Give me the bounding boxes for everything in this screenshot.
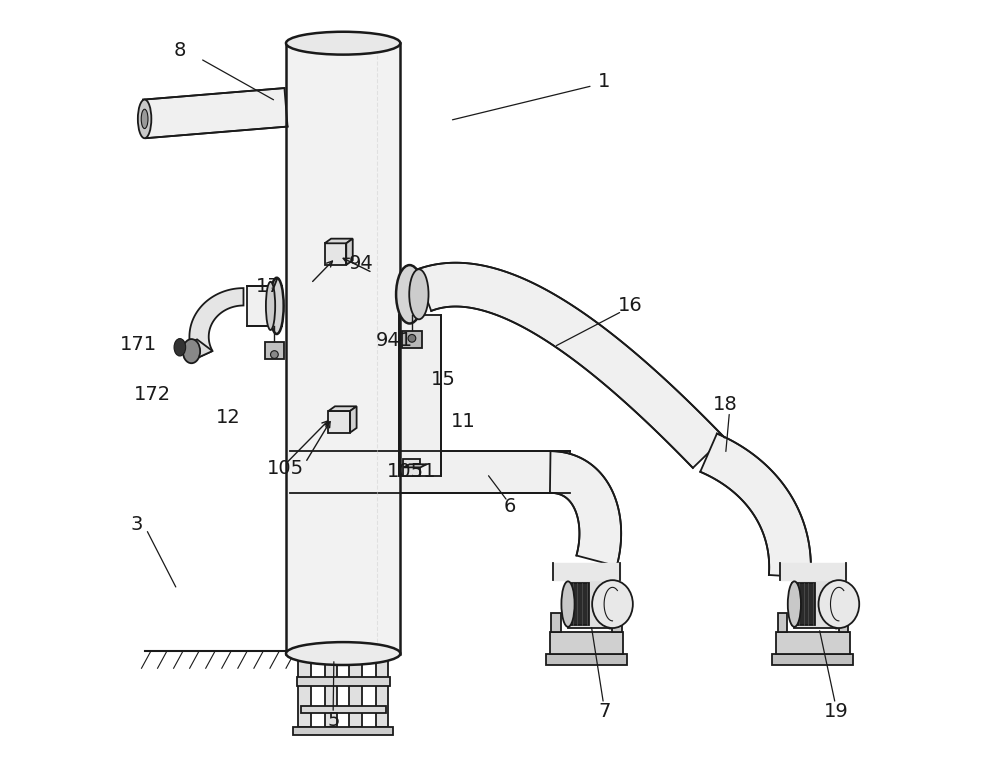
Bar	[778, 612, 787, 632]
Bar	[776, 632, 850, 653]
Text: 8: 8	[173, 42, 186, 60]
Text: 3: 3	[131, 515, 143, 534]
Text: 6: 6	[504, 497, 516, 516]
Ellipse shape	[286, 642, 400, 665]
Polygon shape	[346, 238, 353, 265]
Ellipse shape	[266, 282, 275, 330]
Bar	[403, 459, 420, 476]
Bar	[794, 580, 838, 628]
Text: 19: 19	[824, 702, 848, 721]
Text: 171: 171	[120, 335, 157, 354]
Ellipse shape	[603, 580, 617, 628]
Text: 1: 1	[598, 72, 610, 91]
Ellipse shape	[174, 338, 186, 356]
Text: 94: 94	[349, 254, 373, 273]
Bar	[286, 43, 400, 653]
Bar	[402, 330, 422, 348]
Bar	[297, 677, 390, 687]
Ellipse shape	[788, 581, 801, 627]
Bar	[546, 653, 627, 665]
Text: 16: 16	[617, 296, 642, 315]
Ellipse shape	[409, 269, 429, 320]
Bar	[566, 583, 589, 625]
Polygon shape	[247, 286, 282, 326]
Polygon shape	[403, 464, 427, 467]
Bar	[568, 580, 611, 628]
Polygon shape	[290, 451, 570, 493]
Ellipse shape	[396, 265, 423, 324]
Ellipse shape	[271, 351, 278, 358]
Ellipse shape	[270, 278, 284, 334]
Ellipse shape	[286, 32, 400, 55]
Ellipse shape	[141, 109, 148, 128]
Polygon shape	[180, 339, 213, 359]
Text: 172: 172	[134, 385, 171, 404]
Bar	[325, 243, 346, 265]
Text: 15: 15	[431, 370, 456, 389]
Bar	[376, 657, 388, 727]
Polygon shape	[416, 262, 724, 468]
Polygon shape	[143, 88, 288, 138]
Bar	[298, 657, 311, 727]
Bar	[265, 342, 284, 359]
Ellipse shape	[561, 581, 575, 627]
Polygon shape	[189, 288, 243, 359]
Bar	[772, 653, 853, 665]
Bar	[349, 657, 362, 727]
Bar	[301, 706, 386, 714]
Text: 12: 12	[216, 409, 240, 427]
Text: 941: 941	[376, 331, 413, 350]
Bar	[550, 632, 623, 653]
Polygon shape	[550, 451, 621, 566]
Polygon shape	[399, 315, 441, 476]
Bar	[551, 612, 561, 632]
Bar	[792, 583, 815, 625]
Bar	[293, 727, 393, 735]
Bar	[328, 411, 350, 433]
Text: 7: 7	[598, 702, 610, 721]
Text: 1051: 1051	[386, 463, 436, 481]
Ellipse shape	[183, 339, 200, 363]
Text: 17: 17	[256, 277, 281, 296]
Text: 11: 11	[451, 413, 476, 431]
Ellipse shape	[138, 100, 151, 139]
Text: 5: 5	[328, 711, 340, 730]
Text: 18: 18	[713, 396, 738, 414]
Polygon shape	[325, 238, 353, 243]
Ellipse shape	[819, 580, 859, 628]
Text: 105: 105	[267, 459, 304, 478]
Polygon shape	[350, 406, 357, 433]
Bar	[325, 657, 337, 727]
Bar	[612, 612, 622, 632]
Ellipse shape	[408, 334, 416, 342]
Bar	[839, 612, 848, 632]
Polygon shape	[700, 433, 811, 577]
Ellipse shape	[592, 580, 633, 628]
Ellipse shape	[829, 580, 844, 628]
Polygon shape	[328, 406, 357, 411]
